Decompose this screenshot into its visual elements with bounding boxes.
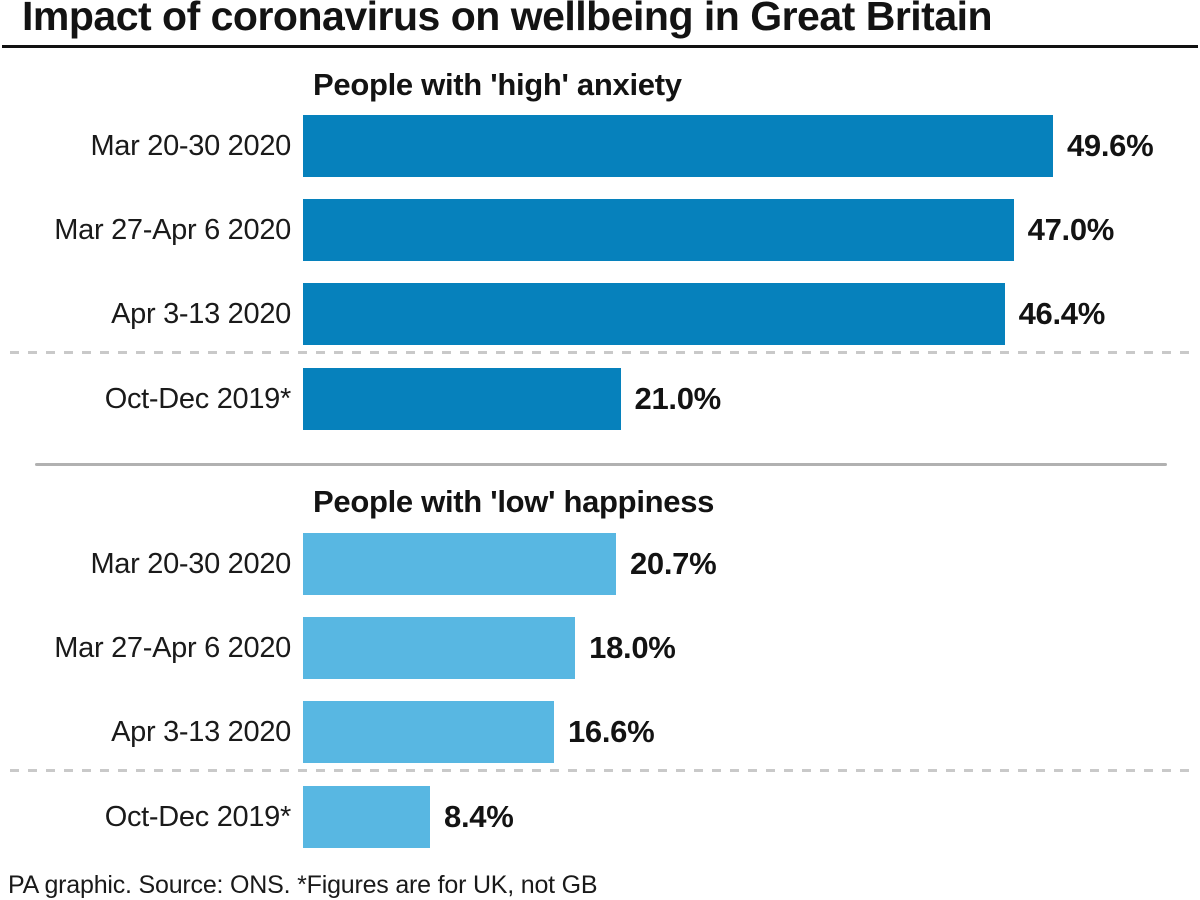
page-title: Impact of coronavirus on wellbeing in Gr… <box>22 0 993 39</box>
value-label: 8.4% <box>444 799 514 834</box>
chart-high-anxiety: People with 'high' anxiety Mar 20-30 202… <box>0 68 1200 430</box>
source-note: PA graphic. Source: ONS. *Figures are fo… <box>8 871 598 899</box>
title-underline <box>2 45 1198 48</box>
bar-row: Oct-Dec 2019* 8.4% <box>0 786 1200 848</box>
value-label: 16.6% <box>567 714 655 749</box>
bar-row: Mar 20-30 2020 20.7% <box>0 533 1200 595</box>
bar-row: Mar 20-30 2020 49.6% <box>0 115 1200 177</box>
value-label: 46.4% <box>1018 296 1106 331</box>
value-label: 47.0% <box>1027 212 1115 247</box>
value-label: 21.0% <box>634 381 722 416</box>
bar <box>303 786 430 848</box>
chart-title-high-anxiety: People with 'high' anxiety <box>313 67 682 102</box>
dashed-baseline-divider <box>10 769 1190 772</box>
category-label: Mar 20-30 2020 <box>90 129 291 162</box>
chart-title-low-happiness: People with 'low' happiness <box>313 484 715 519</box>
bar <box>303 701 554 763</box>
bar <box>303 115 1053 177</box>
header: Impact of coronavirus on wellbeing in Gr… <box>0 0 1200 48</box>
bar <box>303 617 576 679</box>
chart-low-happiness: People with 'low' happiness Mar 20-30 20… <box>0 485 1200 848</box>
section-divider <box>35 463 1167 466</box>
dashed-baseline-divider <box>10 351 1190 354</box>
bar-row: Mar 27-Apr 6 2020 47.0% <box>0 199 1200 261</box>
category-label: Apr 3-13 2020 <box>111 715 291 748</box>
category-label: Oct-Dec 2019* <box>104 382 292 415</box>
bar-row: Apr 3-13 2020 46.4% <box>0 283 1200 345</box>
bar <box>303 368 621 430</box>
category-label: Mar 20-30 2020 <box>90 547 291 580</box>
category-label: Apr 3-13 2020 <box>111 297 291 330</box>
value-label: 20.7% <box>629 546 717 581</box>
bar-row: Oct-Dec 2019* 21.0% <box>0 368 1200 430</box>
bar <box>303 199 1014 261</box>
bar-row: Apr 3-13 2020 16.6% <box>0 701 1200 763</box>
bar-rows-high-anxiety: Mar 20-30 2020 49.6% Mar 27-Apr 6 2020 47.0… <box>0 115 1200 430</box>
category-label: Oct-Dec 2019* <box>104 800 292 833</box>
bar <box>303 533 616 595</box>
bar-row: Mar 27-Apr 6 2020 18.0% <box>0 617 1200 679</box>
value-label: 49.6% <box>1066 128 1154 163</box>
bar-rows-low-happiness: Mar 20-30 2020 20.7% Mar 27-Apr 6 2020 18.0… <box>0 533 1200 848</box>
bar <box>303 283 1005 345</box>
category-label: Mar 27-Apr 6 2020 <box>54 631 291 664</box>
value-label: 18.0% <box>589 630 676 665</box>
category-label: Mar 27-Apr 6 2020 <box>54 213 291 246</box>
